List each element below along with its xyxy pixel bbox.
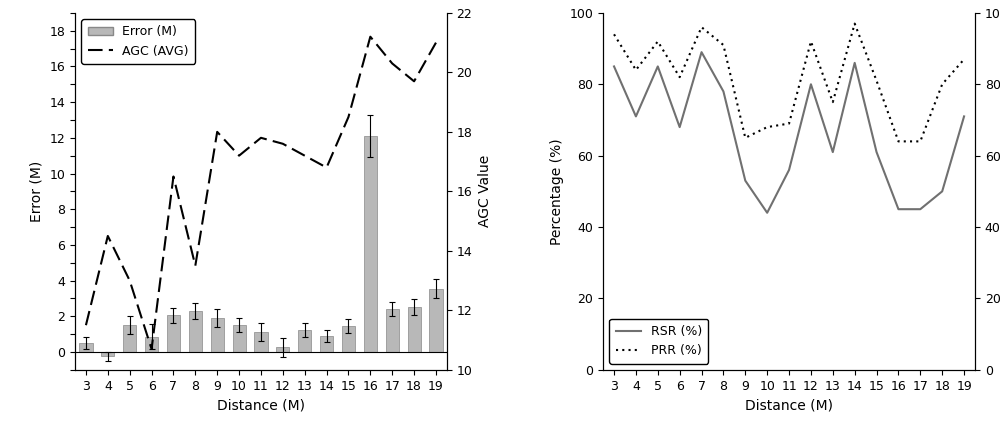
Legend: RSR (%), PRR (%): RSR (%), PRR (%)	[609, 319, 708, 363]
Bar	[145, 337, 158, 352]
Bar	[276, 347, 289, 352]
Bar	[79, 343, 93, 352]
Y-axis label: Percentage (%): Percentage (%)	[550, 138, 564, 245]
Bar	[167, 315, 180, 352]
Bar	[342, 326, 355, 352]
Bar	[320, 336, 333, 352]
Bar	[101, 352, 114, 356]
Legend: Error (M), AGC (AVG): Error (M), AGC (AVG)	[81, 19, 195, 64]
Bar	[233, 325, 246, 352]
X-axis label: Distance (M): Distance (M)	[745, 398, 833, 412]
Bar	[408, 307, 421, 352]
Bar	[254, 332, 268, 352]
Bar	[123, 325, 136, 352]
Bar	[298, 330, 311, 352]
Bar	[386, 309, 399, 352]
Bar	[364, 136, 377, 352]
Y-axis label: Error (M): Error (M)	[30, 161, 44, 222]
X-axis label: Distance (M): Distance (M)	[217, 398, 305, 412]
Bar	[429, 289, 443, 352]
Bar	[189, 311, 202, 352]
Bar	[211, 318, 224, 352]
Y-axis label: AGC Value: AGC Value	[478, 155, 492, 227]
